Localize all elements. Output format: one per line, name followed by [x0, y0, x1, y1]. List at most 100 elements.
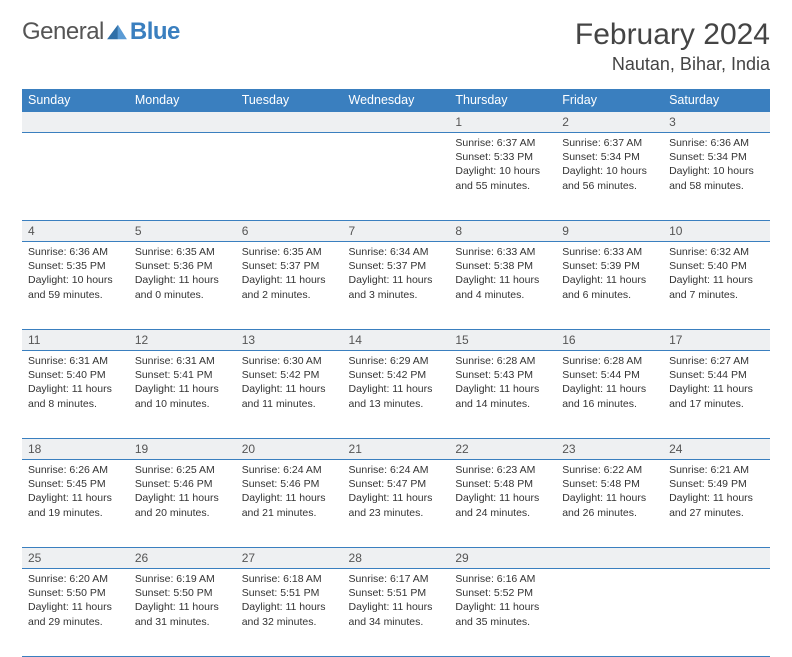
- day-number-row: 18192021222324: [22, 439, 770, 460]
- day-number-cell: 16: [556, 330, 663, 351]
- day-number: 1: [449, 112, 556, 132]
- day-details: Sunrise: 6:33 AMSunset: 5:38 PMDaylight:…: [449, 242, 556, 308]
- day-number: 25: [22, 548, 129, 568]
- day-number-cell: 11: [22, 330, 129, 351]
- day-details: Sunrise: 6:27 AMSunset: 5:44 PMDaylight:…: [663, 351, 770, 417]
- day-number-cell: 26: [129, 548, 236, 569]
- day-details: Sunrise: 6:19 AMSunset: 5:50 PMDaylight:…: [129, 569, 236, 635]
- day-content-cell: Sunrise: 6:26 AMSunset: 5:45 PMDaylight:…: [22, 460, 129, 548]
- day-number: 24: [663, 439, 770, 459]
- day-content-cell: Sunrise: 6:28 AMSunset: 5:44 PMDaylight:…: [556, 351, 663, 439]
- day-number-cell: 23: [556, 439, 663, 460]
- weekday-header: Sunday: [22, 89, 129, 112]
- weekday-header: Friday: [556, 89, 663, 112]
- weekday-header: Wednesday: [343, 89, 450, 112]
- day-details: Sunrise: 6:35 AMSunset: 5:36 PMDaylight:…: [129, 242, 236, 308]
- day-details: Sunrise: 6:18 AMSunset: 5:51 PMDaylight:…: [236, 569, 343, 635]
- day-content-cell: [556, 569, 663, 657]
- day-number-cell: [663, 548, 770, 569]
- day-number-cell: 8: [449, 221, 556, 242]
- header: General Blue February 2024 Nautan, Bihar…: [22, 18, 770, 75]
- day-details: Sunrise: 6:35 AMSunset: 5:37 PMDaylight:…: [236, 242, 343, 308]
- day-number-cell: 21: [343, 439, 450, 460]
- day-number: 22: [449, 439, 556, 459]
- day-number: 16: [556, 330, 663, 350]
- day-details: Sunrise: 6:28 AMSunset: 5:44 PMDaylight:…: [556, 351, 663, 417]
- day-content-cell: Sunrise: 6:35 AMSunset: 5:37 PMDaylight:…: [236, 242, 343, 330]
- day-content-cell: Sunrise: 6:16 AMSunset: 5:52 PMDaylight:…: [449, 569, 556, 657]
- title-block: February 2024 Nautan, Bihar, India: [575, 18, 770, 75]
- day-number-cell: 5: [129, 221, 236, 242]
- day-number-cell: 12: [129, 330, 236, 351]
- day-details: Sunrise: 6:31 AMSunset: 5:40 PMDaylight:…: [22, 351, 129, 417]
- day-number: 4: [22, 221, 129, 241]
- weekday-header: Saturday: [663, 89, 770, 112]
- day-details: Sunrise: 6:23 AMSunset: 5:48 PMDaylight:…: [449, 460, 556, 526]
- day-content-cell: Sunrise: 6:31 AMSunset: 5:40 PMDaylight:…: [22, 351, 129, 439]
- day-content-cell: Sunrise: 6:20 AMSunset: 5:50 PMDaylight:…: [22, 569, 129, 657]
- day-details: Sunrise: 6:34 AMSunset: 5:37 PMDaylight:…: [343, 242, 450, 308]
- day-content-row: Sunrise: 6:36 AMSunset: 5:35 PMDaylight:…: [22, 242, 770, 330]
- day-number: 9: [556, 221, 663, 241]
- day-content-cell: Sunrise: 6:31 AMSunset: 5:41 PMDaylight:…: [129, 351, 236, 439]
- day-number: 26: [129, 548, 236, 568]
- day-content-cell: Sunrise: 6:33 AMSunset: 5:38 PMDaylight:…: [449, 242, 556, 330]
- day-number-cell: 28: [343, 548, 450, 569]
- day-number-row: 11121314151617: [22, 330, 770, 351]
- day-number-cell: 15: [449, 330, 556, 351]
- day-number-cell: 13: [236, 330, 343, 351]
- day-number-cell: 22: [449, 439, 556, 460]
- day-content-cell: Sunrise: 6:27 AMSunset: 5:44 PMDaylight:…: [663, 351, 770, 439]
- day-content-row: Sunrise: 6:20 AMSunset: 5:50 PMDaylight:…: [22, 569, 770, 657]
- day-number-cell: 2: [556, 112, 663, 133]
- day-number-cell: 20: [236, 439, 343, 460]
- day-number: 19: [129, 439, 236, 459]
- day-content-cell: [129, 133, 236, 221]
- day-details: Sunrise: 6:25 AMSunset: 5:46 PMDaylight:…: [129, 460, 236, 526]
- day-details: Sunrise: 6:30 AMSunset: 5:42 PMDaylight:…: [236, 351, 343, 417]
- day-content-cell: Sunrise: 6:30 AMSunset: 5:42 PMDaylight:…: [236, 351, 343, 439]
- day-details: Sunrise: 6:36 AMSunset: 5:34 PMDaylight:…: [663, 133, 770, 199]
- day-number: 20: [236, 439, 343, 459]
- day-number: 2: [556, 112, 663, 132]
- day-details: Sunrise: 6:37 AMSunset: 5:33 PMDaylight:…: [449, 133, 556, 199]
- day-number: 14: [343, 330, 450, 350]
- day-number-cell: 10: [663, 221, 770, 242]
- day-number: 28: [343, 548, 450, 568]
- day-number: 29: [449, 548, 556, 568]
- day-details: Sunrise: 6:33 AMSunset: 5:39 PMDaylight:…: [556, 242, 663, 308]
- day-number-row: 123: [22, 112, 770, 133]
- day-content-cell: Sunrise: 6:22 AMSunset: 5:48 PMDaylight:…: [556, 460, 663, 548]
- day-number-cell: 17: [663, 330, 770, 351]
- day-content-cell: Sunrise: 6:17 AMSunset: 5:51 PMDaylight:…: [343, 569, 450, 657]
- day-number-cell: 27: [236, 548, 343, 569]
- day-number: 23: [556, 439, 663, 459]
- day-details: Sunrise: 6:26 AMSunset: 5:45 PMDaylight:…: [22, 460, 129, 526]
- day-number-cell: 19: [129, 439, 236, 460]
- logo: General Blue: [22, 18, 180, 46]
- day-number: 10: [663, 221, 770, 241]
- day-content-cell: Sunrise: 6:34 AMSunset: 5:37 PMDaylight:…: [343, 242, 450, 330]
- day-content-cell: Sunrise: 6:18 AMSunset: 5:51 PMDaylight:…: [236, 569, 343, 657]
- day-content-cell: Sunrise: 6:37 AMSunset: 5:33 PMDaylight:…: [449, 133, 556, 221]
- day-content-cell: Sunrise: 6:25 AMSunset: 5:46 PMDaylight:…: [129, 460, 236, 548]
- logo-text-general: General: [22, 18, 104, 46]
- day-number-cell: [236, 112, 343, 133]
- day-content-cell: [663, 569, 770, 657]
- weekday-header: Thursday: [449, 89, 556, 112]
- day-number-cell: 25: [22, 548, 129, 569]
- day-number-cell: 18: [22, 439, 129, 460]
- month-title: February 2024: [575, 18, 770, 52]
- day-number-cell: 6: [236, 221, 343, 242]
- day-number: 12: [129, 330, 236, 350]
- logo-triangle-icon: [106, 23, 128, 41]
- weekday-header-row: SundayMondayTuesdayWednesdayThursdayFrid…: [22, 89, 770, 112]
- day-details: Sunrise: 6:28 AMSunset: 5:43 PMDaylight:…: [449, 351, 556, 417]
- day-details: Sunrise: 6:17 AMSunset: 5:51 PMDaylight:…: [343, 569, 450, 635]
- day-details: Sunrise: 6:24 AMSunset: 5:47 PMDaylight:…: [343, 460, 450, 526]
- day-number-cell: [22, 112, 129, 133]
- day-details: Sunrise: 6:32 AMSunset: 5:40 PMDaylight:…: [663, 242, 770, 308]
- day-details: Sunrise: 6:16 AMSunset: 5:52 PMDaylight:…: [449, 569, 556, 635]
- day-content-cell: [236, 133, 343, 221]
- day-details: Sunrise: 6:36 AMSunset: 5:35 PMDaylight:…: [22, 242, 129, 308]
